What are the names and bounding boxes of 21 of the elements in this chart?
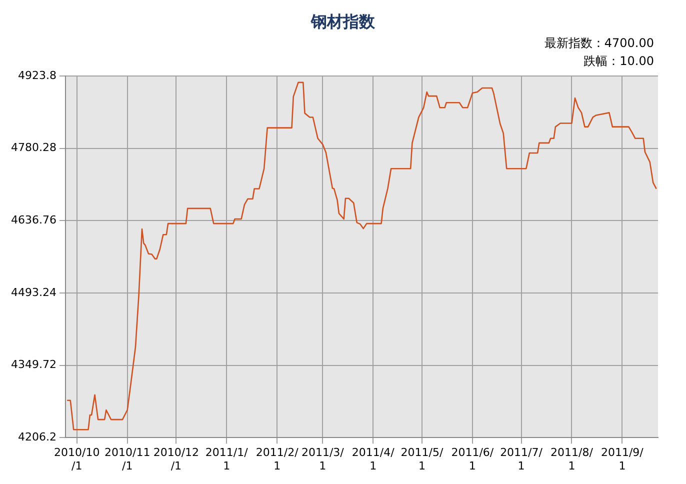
y-tick-label: 4493.24 [10,286,56,299]
x-tick-label: 2011/4/1 [352,446,395,472]
text: 跌幅：10.00 [584,54,654,68]
y-tick-label: 4923.8 [18,68,56,82]
x-tick-label: 2011/3/1 [301,446,344,472]
x-tick-label: 2011/8/1 [550,446,594,472]
x-tick-label: 2010/12/1 [153,446,200,472]
y-tick-label: 4206.2 [18,430,56,444]
x-tick-label: 2011/2/1 [256,446,299,472]
y-tick-label: 4636.76 [10,214,56,226]
x-tick-label: 2011/9/1 [600,446,644,472]
y-tick-label: 4780.28 [10,141,56,154]
x-tick-label: 2011/5/1 [400,446,444,472]
chart-title: 钢材指数 [310,11,376,33]
x-tick-label: 2010/11/1 [104,446,150,472]
text: 最新指数：4700.00 [544,36,654,50]
x-tick-label: 2011/6/1 [451,446,494,472]
x-tick-label: 2011/1/1 [205,446,248,472]
y-tick-label: 4349.72 [10,358,56,372]
x-tick-label: 2010/10/1 [54,446,100,472]
x-tick-label: 2011/7/1 [500,446,543,472]
